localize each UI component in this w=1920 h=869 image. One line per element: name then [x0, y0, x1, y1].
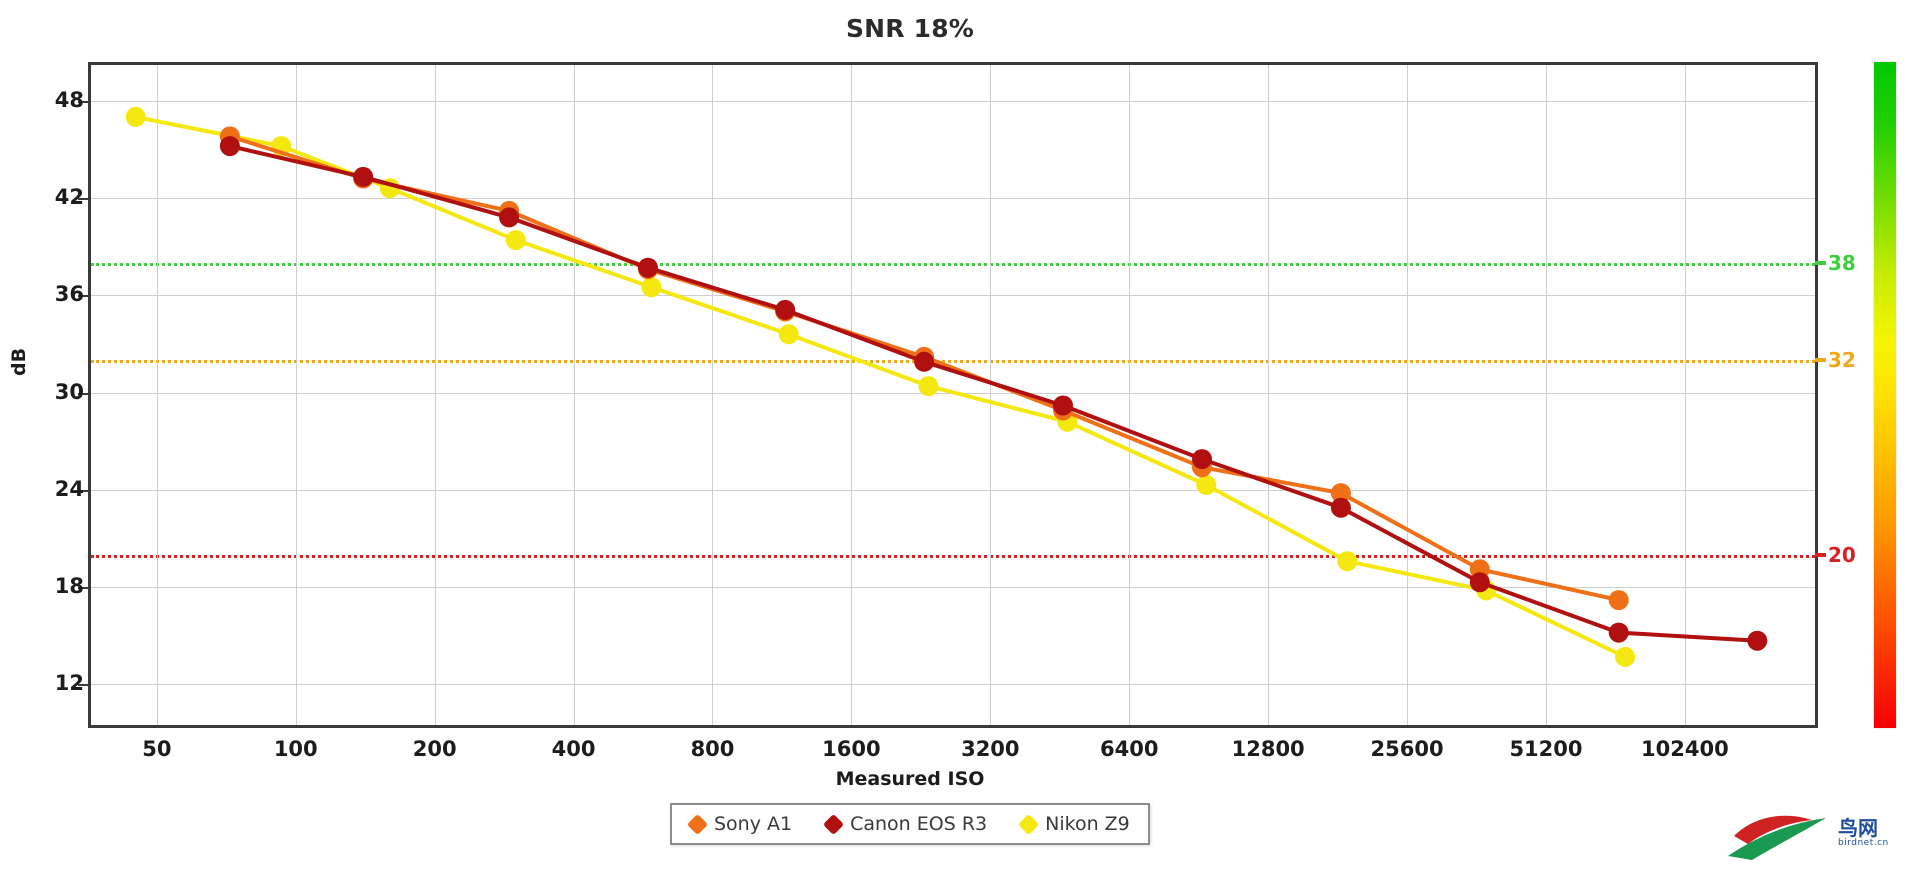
data-point[interactable]	[1747, 630, 1768, 651]
x-tick-label: 400	[551, 737, 596, 761]
legend-label: Canon EOS R3	[850, 813, 988, 835]
gridline-vertical	[1268, 65, 1270, 725]
data-point[interactable]	[1330, 483, 1351, 504]
x-tick-label: 3200	[961, 737, 1020, 761]
data-point[interactable]	[1053, 395, 1073, 416]
y-tick-mark	[78, 100, 88, 103]
gridline-vertical	[573, 65, 575, 725]
legend-item[interactable]: Sony A1	[686, 813, 793, 835]
gridline-vertical	[712, 65, 714, 725]
data-point[interactable]	[778, 324, 799, 345]
data-point[interactable]	[353, 166, 374, 187]
legend-marker-icon	[686, 813, 709, 835]
data-point[interactable]	[1192, 449, 1212, 470]
series-layer	[125, 106, 1768, 667]
data-point[interactable]	[914, 351, 935, 372]
series-line	[227, 144, 1760, 643]
x-tick-label: 102400	[1641, 737, 1729, 761]
data-point[interactable]	[641, 277, 662, 298]
y-tick-mark	[78, 295, 88, 298]
y-tick-label: 12	[54, 671, 84, 696]
gridline-horizontal	[91, 100, 1815, 102]
x-tick-label: 25600	[1370, 737, 1444, 761]
data-point[interactable]	[1337, 551, 1358, 572]
x-tick-label: 51200	[1509, 737, 1583, 761]
threshold-tick-mark	[1815, 552, 1826, 557]
data-point[interactable]	[1608, 590, 1629, 611]
y-tick-label: 18	[54, 574, 84, 599]
data-point[interactable]	[1469, 572, 1490, 593]
y-tick-mark	[78, 587, 88, 590]
gridline-horizontal	[91, 587, 1815, 589]
x-axis-label: Measured ISO	[835, 768, 985, 790]
gridline-vertical	[851, 65, 853, 725]
x-tick-label: 1600	[822, 737, 881, 761]
legend-label: Nikon Z9	[1045, 813, 1130, 835]
y-tick-mark	[78, 684, 88, 687]
gridline-vertical	[156, 65, 158, 725]
threshold-label: 20	[1828, 542, 1856, 567]
plot-inner	[91, 65, 1815, 725]
page-title: SNR 18%	[845, 14, 975, 43]
data-point[interactable]	[1615, 646, 1636, 667]
y-tick-label: 48	[54, 87, 84, 112]
watermark-name: 鸟网	[1838, 816, 1878, 840]
data-point[interactable]	[219, 136, 240, 157]
legend-label: Sony A1	[714, 813, 793, 835]
watermark-domain: birdnet.cn	[1838, 838, 1889, 848]
legend-item[interactable]: Nikon Z9	[1018, 813, 1130, 835]
watermark-logo: 鸟网 birdnet.cn	[1726, 806, 1906, 864]
gridline-horizontal	[91, 295, 1815, 297]
x-tick-label: 6400	[1099, 737, 1159, 761]
x-tick-label: 800	[690, 737, 735, 761]
legend-marker-icon	[823, 813, 845, 835]
gridline-vertical	[990, 65, 992, 725]
gridline-horizontal	[91, 684, 1815, 686]
y-tick-label: 24	[54, 476, 84, 501]
data-point[interactable]	[1196, 475, 1217, 495]
threshold-line	[91, 554, 1815, 558]
threshold-line	[91, 360, 1815, 364]
y-tick-mark	[78, 197, 88, 200]
gridline-horizontal	[91, 489, 1815, 491]
gridline-horizontal	[91, 197, 1815, 199]
x-tick-label: 50	[142, 737, 172, 761]
data-point[interactable]	[499, 207, 520, 228]
gridline-vertical	[434, 65, 436, 725]
y-tick-mark	[78, 489, 88, 492]
data-point[interactable]	[505, 230, 526, 251]
x-tick-label: 200	[412, 737, 457, 761]
threshold-label: 38	[1828, 250, 1856, 275]
data-point[interactable]	[918, 376, 939, 397]
legend-item[interactable]: Canon EOS R3	[823, 813, 988, 835]
data-point[interactable]	[638, 257, 658, 278]
y-tick-label: 42	[54, 184, 84, 209]
threshold-label: 32	[1828, 348, 1856, 373]
series-line	[133, 114, 1628, 659]
threshold-tick-mark	[1815, 358, 1826, 363]
data-point[interactable]	[1608, 622, 1629, 643]
gridline-vertical	[1545, 65, 1547, 725]
gridline-vertical	[1684, 65, 1686, 725]
gridline-vertical	[1407, 65, 1409, 725]
legend-marker-icon	[1018, 813, 1040, 835]
y-tick-label: 30	[54, 379, 84, 404]
gridline-vertical	[1129, 65, 1131, 725]
x-tick-label: 12800	[1231, 737, 1305, 761]
threshold-tick-mark	[1815, 260, 1826, 265]
y-tick-mark	[78, 392, 88, 395]
plot-area	[88, 62, 1818, 728]
threshold-line	[91, 262, 1815, 266]
y-axis-label: dB	[8, 347, 30, 376]
legend[interactable]: Sony A1 Canon EOS R3 Nikon Z9	[670, 803, 1150, 845]
data-point[interactable]	[775, 299, 796, 320]
x-tick-label: 100	[273, 737, 318, 761]
gridline-vertical	[295, 65, 297, 725]
birdnet-swoosh-icon	[1728, 815, 1826, 860]
y-tick-label: 36	[54, 282, 84, 307]
quality-colorbar	[1874, 62, 1896, 728]
data-point[interactable]	[1330, 497, 1351, 518]
data-point[interactable]	[125, 106, 146, 127]
